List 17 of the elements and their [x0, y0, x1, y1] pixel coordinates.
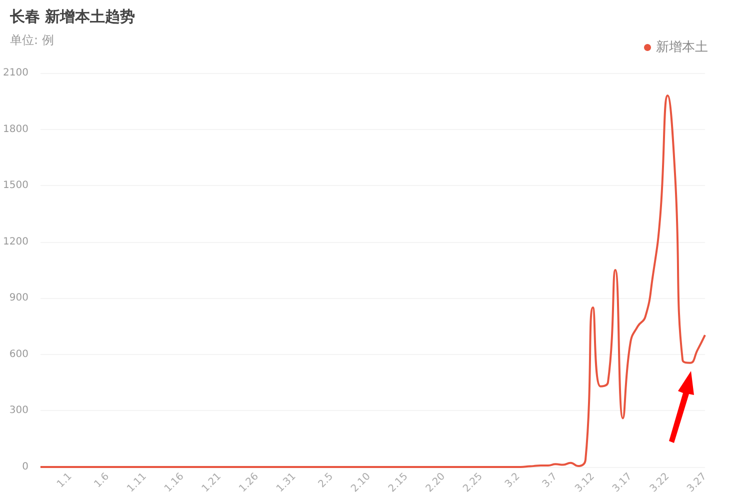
y-tick-label: 2100 — [2, 68, 28, 78]
y-tick-label: 1800 — [2, 124, 28, 135]
y-tick-label: 1200 — [2, 236, 28, 248]
y-tick-label: 600 — [9, 348, 28, 360]
y-tick-label: 0 — [22, 462, 28, 472]
chart-subtitle: 单位: 例 — [10, 33, 54, 47]
line-series — [39, 94, 706, 468]
y-tick-label: 900 — [9, 292, 28, 304]
x-tick-label: 3.2 — [503, 471, 522, 490]
chart-title: 长春 新增本土趋势 — [9, 8, 136, 26]
x-tick-label: 1.1 — [55, 471, 74, 490]
y-tick-label: 1500 — [2, 180, 28, 192]
legend-label: 新增本土 — [656, 40, 708, 55]
x-tick-label: 1.6 — [92, 471, 112, 490]
x-tick-label: 3.7 — [540, 471, 560, 490]
x-tick-label: 2.5 — [316, 471, 336, 490]
y-tick-label: 300 — [9, 405, 28, 416]
